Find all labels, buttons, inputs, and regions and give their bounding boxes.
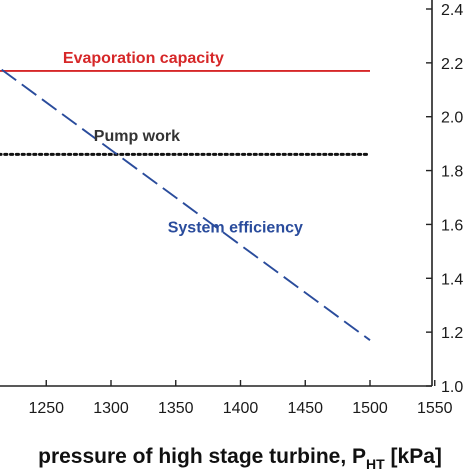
x-axis-label-unit: [kPa]: [385, 445, 442, 468]
x-tick-label: 1350: [158, 400, 194, 417]
annotation-system-efficiency: System efficiency: [168, 220, 303, 237]
plot-frame: [0, 0, 433, 387]
x-tick-label: 1500: [352, 400, 388, 417]
y-right-tick-label: 2.4: [441, 2, 463, 19]
annotation-pump-work: Pump work: [94, 128, 180, 145]
x-tick-label: 1400: [223, 400, 259, 417]
x-axis-label: pressure of high stage turbine, PHT [kPa…: [38, 445, 442, 472]
y-right-tick-label: 2.2: [441, 56, 463, 73]
annotation-evaporation-capacity: Evaporation capacity: [63, 50, 224, 67]
y-right-tick-label: 1.6: [441, 217, 463, 234]
annotations: Evaporation capacity Pump work System effi…: [63, 50, 303, 237]
x-tick-label: 1450: [287, 400, 323, 417]
y-right-tick-label: 1.4: [441, 271, 463, 288]
x-axis-ticks: 1250 1300 1350 1400 1450 1500 1550: [28, 380, 453, 417]
y-right-tick-label: 2.0: [441, 110, 463, 127]
y-right-tick-label: 1.2: [441, 325, 463, 342]
y-right-tick-label: 1.8: [441, 164, 463, 181]
y-right-tick-label: 1.0: [441, 379, 463, 396]
x-tick-label: 1550: [417, 400, 453, 417]
x-axis-label-subscript: HT: [366, 456, 385, 472]
series-line-system-efficiency: [0, 67, 371, 341]
x-tick-label: 1300: [93, 400, 129, 417]
series-layer: [0, 67, 372, 341]
x-tick-label: 1250: [28, 400, 64, 417]
y-axis-right-ticks: 1.0 1.2 1.4 1.6 1.8 2.0 2.2 2.4: [426, 2, 463, 396]
x-axis-label-main: pressure of high stage turbine, P: [38, 445, 366, 468]
